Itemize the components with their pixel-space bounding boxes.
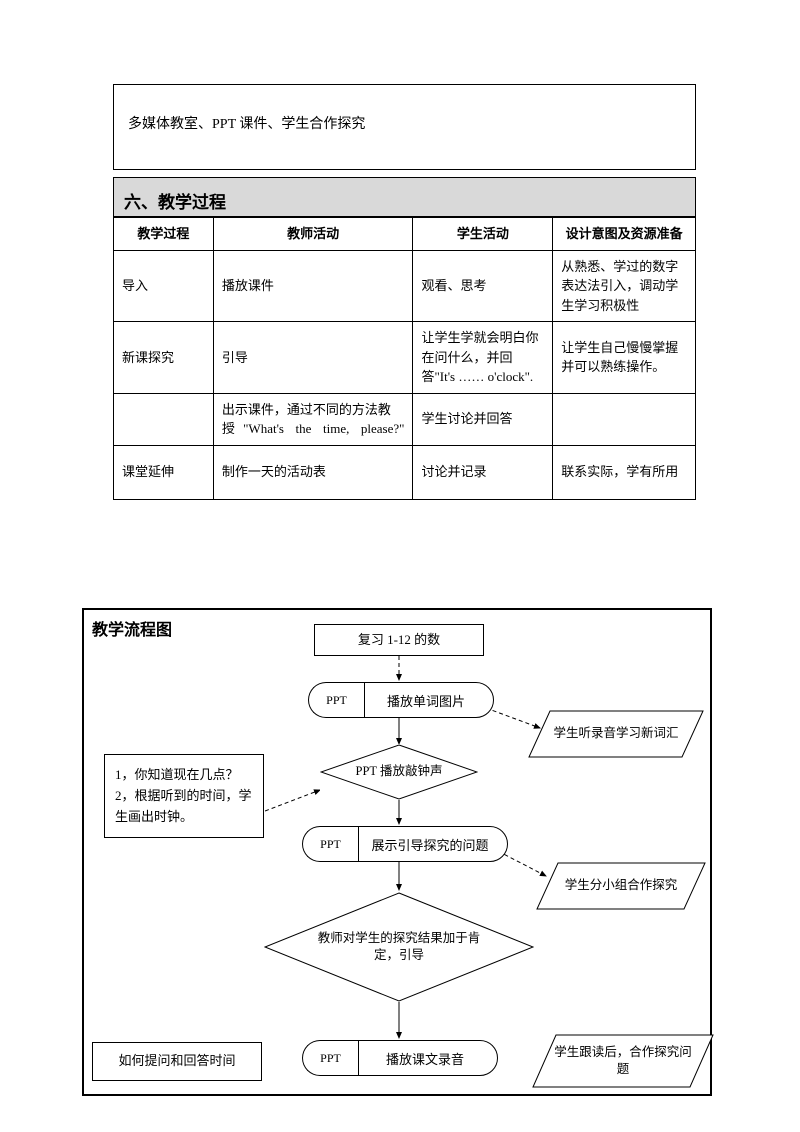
flow-text: 1，你知道现在几点？ 2，根据听到的时间，学生画出时钟。 (115, 767, 252, 824)
flow-text: 学生听录音学习新词汇 (553, 725, 678, 743)
cell (553, 393, 696, 445)
resources-text: 多媒体教室、PPT 课件、学生合作探究 (128, 117, 365, 132)
teaching-process-table: 教学过程 教师活动 学生活动 设计意图及资源准备 导入 播放课件 观看、思考 从… (113, 217, 696, 500)
cell: 让学生自己慢慢掌握并可以熟练操作。 (553, 322, 696, 394)
table-row: 出示课件，通过不同的方法教授"What's the time, please?"… (114, 393, 696, 445)
cell: 播放课件 (213, 250, 413, 322)
ppt-badge: PPT (302, 1040, 358, 1076)
table-header: 学生活动 (413, 218, 553, 251)
ppt-badge: PPT (308, 682, 364, 718)
flow-node-ppt-questions: PPT 展示引导探究的问题 (302, 826, 508, 862)
table-row: 课堂延伸 制作一天的活动表 讨论并记录 联系实际，学有所用 (114, 445, 696, 499)
flow-side-questions: 1，你知道现在几点？ 2，根据听到的时间，学生画出时钟。 (104, 754, 264, 838)
cell: 引导 (213, 322, 413, 394)
cell (114, 393, 214, 445)
flow-para-group: 学生分小组合作探究 (536, 862, 706, 910)
flow-text: 学生分小组合作探究 (565, 877, 678, 895)
cell: 让学生学就会明白你在问什么，并回答"It's …… o'clock". (413, 322, 553, 394)
cell: 观看、思考 (413, 250, 553, 322)
flow-text: 播放单词图片 (364, 682, 494, 718)
table-header-row: 教学过程 教师活动 学生活动 设计意图及资源准备 (114, 218, 696, 251)
cell: 出示课件，通过不同的方法教授"What's the time, please?" (213, 393, 413, 445)
cell: 联系实际，学有所用 (553, 445, 696, 499)
flow-node-ppt-audio: PPT 播放课文录音 (302, 1040, 498, 1076)
flow-node-review: 复习 1-12 的数 (314, 624, 484, 656)
ppt-badge: PPT (302, 826, 358, 862)
flow-text: 教师对学生的探究结果加于肯定，引导 (308, 930, 490, 965)
table-row: 导入 播放课件 观看、思考 从熟悉、学过的数字表达法引入，调动学生学习积极性 (114, 250, 696, 322)
cell: 制作一天的活动表 (213, 445, 413, 499)
cell: 从熟悉、学过的数字表达法引入，调动学生学习积极性 (553, 250, 696, 322)
flow-text: 展示引导探究的问题 (358, 826, 508, 862)
flow-node-ppt-words: PPT 播放单词图片 (308, 682, 494, 718)
resources-box: 多媒体教室、PPT 课件、学生合作探究 (113, 84, 696, 170)
flow-para-listen: 学生听录音学习新词汇 (528, 710, 704, 758)
flow-text: PPT 播放敲钟声 (356, 763, 443, 781)
flow-text: 播放课文录音 (358, 1040, 498, 1076)
flow-text: 如何提问和回答时间 (118, 1053, 235, 1068)
flow-text: 学生跟读后，合作探究问题 (550, 1044, 696, 1079)
table-header: 教师活动 (213, 218, 413, 251)
flow-para-followread: 学生跟读后，合作探究问题 (532, 1034, 714, 1088)
flow-side-howto: 如何提问和回答时间 (92, 1042, 262, 1081)
section-header-text: 六、教学过程 (124, 193, 226, 212)
cell: 新课探究 (114, 322, 214, 394)
flow-text: 复习 1-12 的数 (358, 631, 440, 649)
cell: 讨论并记录 (413, 445, 553, 499)
cell: 课堂延伸 (114, 445, 214, 499)
flowchart-container: 教学流程图 复习 1-12 的数 PPT 播放单词图片 PPT 播放敲钟声 PP (82, 608, 712, 1096)
flow-node-bell: PPT 播放敲钟声 (320, 744, 478, 800)
table-header: 教学过程 (114, 218, 214, 251)
cell: 导入 (114, 250, 214, 322)
table-row: 新课探究 引导 让学生学就会明白你在问什么，并回答"It's …… o'cloc… (114, 322, 696, 394)
cell: 学生讨论并回答 (413, 393, 553, 445)
section-header: 六、教学过程 (113, 177, 696, 217)
flow-node-teacher-confirm: 教师对学生的探究结果加于肯定，引导 (264, 892, 534, 1002)
table-header: 设计意图及资源准备 (553, 218, 696, 251)
flowchart-title: 教学流程图 (92, 616, 172, 640)
